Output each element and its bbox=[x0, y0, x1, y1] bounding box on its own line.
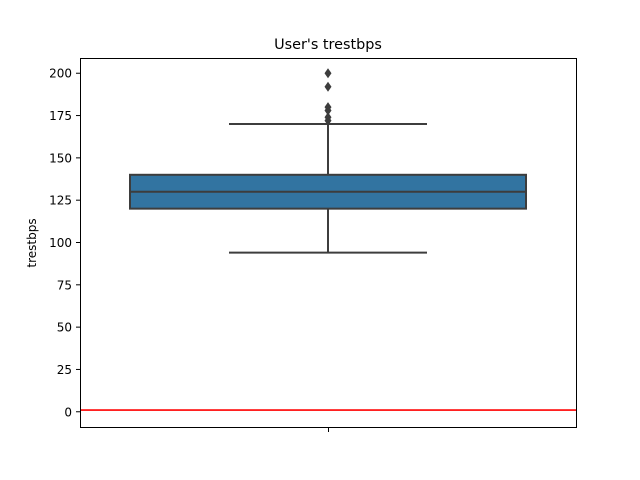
y-axis-ticks: 0 25 50 75 100 125 150 175 200 bbox=[49, 67, 80, 419]
outlier-point bbox=[324, 81, 332, 92]
outlier-point bbox=[324, 112, 332, 123]
y-tick-label: 200 bbox=[49, 67, 72, 81]
y-tick-label: 75 bbox=[57, 278, 72, 292]
y-tick-label: 50 bbox=[57, 321, 72, 335]
y-tick-label: 175 bbox=[49, 109, 72, 123]
chart-title: User's trestbps bbox=[274, 37, 382, 53]
y-axis-label: trestbps bbox=[25, 218, 39, 267]
y-tick-label: 0 bbox=[64, 405, 72, 419]
outlier-point bbox=[324, 102, 332, 113]
plot-area bbox=[80, 68, 576, 411]
y-tick-label: 125 bbox=[49, 194, 72, 208]
y-tick-label: 25 bbox=[57, 363, 72, 377]
outlier-point bbox=[324, 68, 332, 79]
y-tick-label: 150 bbox=[49, 151, 72, 165]
y-tick-label: 100 bbox=[49, 236, 72, 250]
